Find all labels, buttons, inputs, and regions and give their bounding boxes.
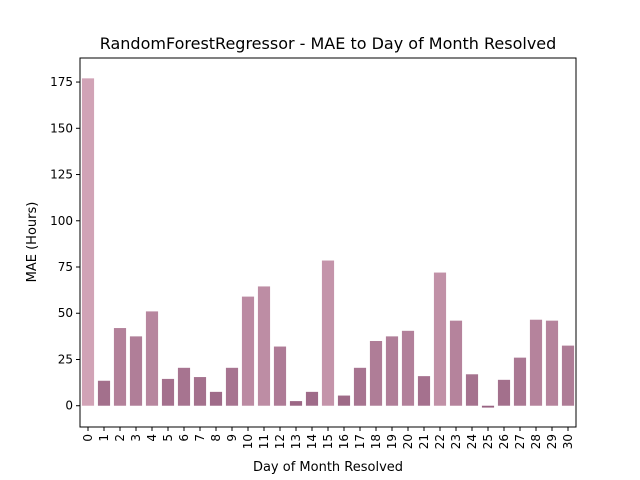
- x-tick-label: 13: [289, 434, 303, 449]
- bar-day-27: [513, 357, 527, 406]
- x-tick-label: 17: [353, 434, 367, 449]
- y-tick-label: 175: [50, 75, 73, 89]
- x-tick-label: 23: [449, 434, 463, 449]
- bar-day-19: [385, 336, 399, 406]
- x-tick-label: 21: [417, 434, 431, 449]
- x-tick-label: 2: [113, 434, 127, 442]
- x-tick-label: 29: [545, 434, 559, 449]
- bar-day-12: [273, 346, 287, 406]
- bars-group: [81, 78, 575, 408]
- y-tick-label: 125: [50, 168, 73, 182]
- x-tick-label: 1: [97, 434, 111, 442]
- bar-day-0: [81, 78, 95, 406]
- bar-day-21: [417, 376, 431, 406]
- bar-day-4: [145, 311, 159, 406]
- y-tick-label: 0: [65, 399, 73, 413]
- bar-day-23: [449, 320, 463, 406]
- x-tick-label: 7: [193, 434, 207, 442]
- x-tick-label: 6: [177, 434, 191, 442]
- y-tick-label: 150: [50, 121, 73, 135]
- bar-day-2: [113, 328, 127, 406]
- x-tick-label: 14: [305, 434, 319, 449]
- bar-day-22: [433, 272, 447, 406]
- bar-day-26: [497, 379, 511, 406]
- x-tick-label: 16: [337, 434, 351, 449]
- x-tick-label: 19: [385, 434, 399, 449]
- x-tick-label: 25: [481, 434, 495, 449]
- x-tick-label: 15: [321, 434, 335, 449]
- bar-day-30: [561, 345, 575, 406]
- bar-day-7: [193, 377, 207, 406]
- x-tick-label: 8: [209, 434, 223, 442]
- x-tick-label: 11: [257, 434, 271, 449]
- x-axis-ticks: 0 1 2 3 4 5 6 7 8 9 10 11 12 13 14 15 16 17 18 19 20 21 22 23 24…: [81, 427, 575, 449]
- x-tick-label: 9: [225, 434, 239, 442]
- x-tick-label: 30: [561, 434, 575, 449]
- bar-day-17: [353, 367, 367, 406]
- x-tick-label: 4: [145, 434, 159, 442]
- bar-day-15: [321, 260, 335, 406]
- bar-day-16: [337, 395, 351, 406]
- bar-day-29: [545, 320, 559, 406]
- bar-day-6: [177, 367, 191, 406]
- bar-day-11: [257, 286, 271, 406]
- bar-day-5: [161, 378, 175, 406]
- bar-day-10: [241, 296, 255, 406]
- bar-day-13: [289, 401, 303, 406]
- bar-day-8: [209, 391, 223, 406]
- y-axis-ticks: 0 25 50 75 100 125 150 175: [50, 75, 80, 413]
- y-axis-label: MAE (Hours): [25, 202, 40, 283]
- x-axis-label: Day of Month Resolved: [253, 460, 403, 475]
- x-tick-label: 0: [81, 434, 95, 442]
- x-tick-label: 24: [465, 434, 479, 449]
- x-tick-label: 20: [401, 434, 415, 449]
- y-tick-label: 100: [50, 214, 73, 228]
- bar-day-9: [225, 367, 239, 406]
- x-tick-label: 22: [433, 434, 447, 449]
- x-tick-label: 28: [529, 434, 543, 449]
- bar-day-3: [129, 336, 143, 406]
- bar-day-25: [481, 405, 495, 408]
- y-tick-label: 75: [58, 260, 73, 274]
- plot-frame: [79, 57, 577, 428]
- x-tick-label: 5: [161, 434, 175, 442]
- x-tick-label: 18: [369, 434, 383, 449]
- y-tick-label: 50: [58, 306, 73, 320]
- x-tick-label: 10: [241, 434, 255, 449]
- bar-day-24: [465, 374, 479, 406]
- x-tick-label: 12: [273, 434, 287, 449]
- x-tick-label: 27: [513, 434, 527, 449]
- x-tick-label: 26: [497, 434, 511, 449]
- y-tick-label: 25: [58, 352, 73, 366]
- bar-day-18: [369, 340, 383, 406]
- bar-day-20: [401, 330, 415, 406]
- x-tick-label: 3: [129, 434, 143, 442]
- chart-title: RandomForestRegressor - MAE to Day of Mo…: [100, 34, 557, 53]
- bar-day-14: [305, 391, 319, 406]
- bar-day-1: [97, 380, 111, 406]
- bar-day-28: [529, 319, 543, 406]
